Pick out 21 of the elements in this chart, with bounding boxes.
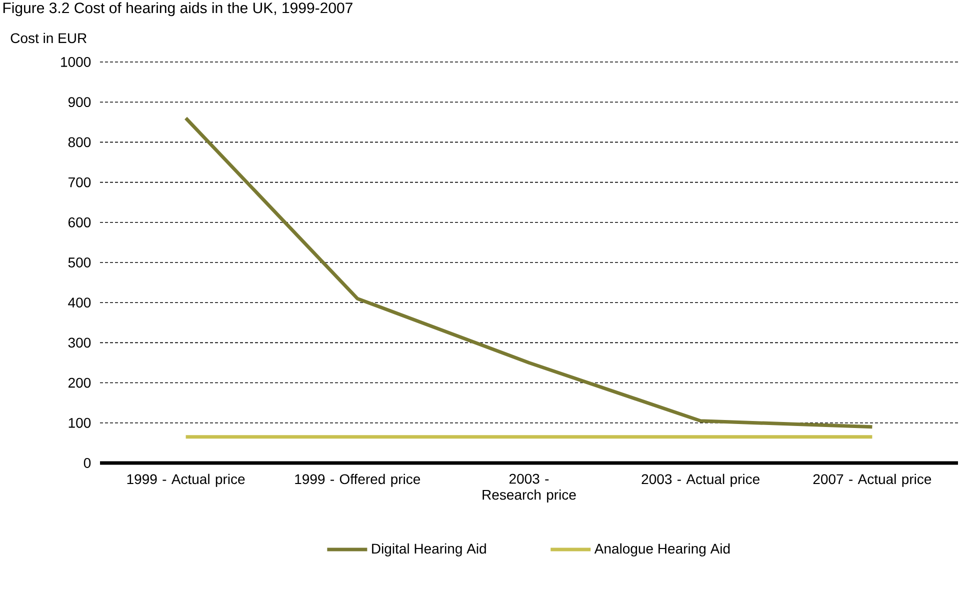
y-tick-label: 1000 [61,57,91,67]
y-tick-label: 200 [68,378,91,388]
legend-label: Digital Hearing Aid [372,543,486,556]
chart-title: Figure 3.2 Cost of hearing aids in the UK, 1999-2007 [3,2,352,16]
x-tick-label: 1999 - Offered price [295,474,420,487]
y-tick-label: 400 [68,298,91,308]
y-axis-title: Cost in EUR [10,32,86,44]
x-tick-label: 1999 - Actual price [127,474,245,487]
y-tick-label: 100 [68,418,91,428]
y-tick-label: 900 [68,97,91,108]
y-tick-label: 700 [68,177,91,188]
x-tick-label: 2003 - Actual price [642,474,760,487]
line-series [184,116,874,429]
y-tick-label: 300 [68,338,91,348]
y-tick-label: 800 [68,137,91,148]
x-tick-label: 2003 - Research price [482,474,576,503]
x-tick-label: 2007 - Actual price [813,474,932,487]
y-tick-label: 600 [68,217,91,228]
legend-label: Analogue Hearing Aid [594,543,730,556]
y-tick-label: 0 [84,458,91,468]
y-tick-label: 500 [68,258,91,268]
